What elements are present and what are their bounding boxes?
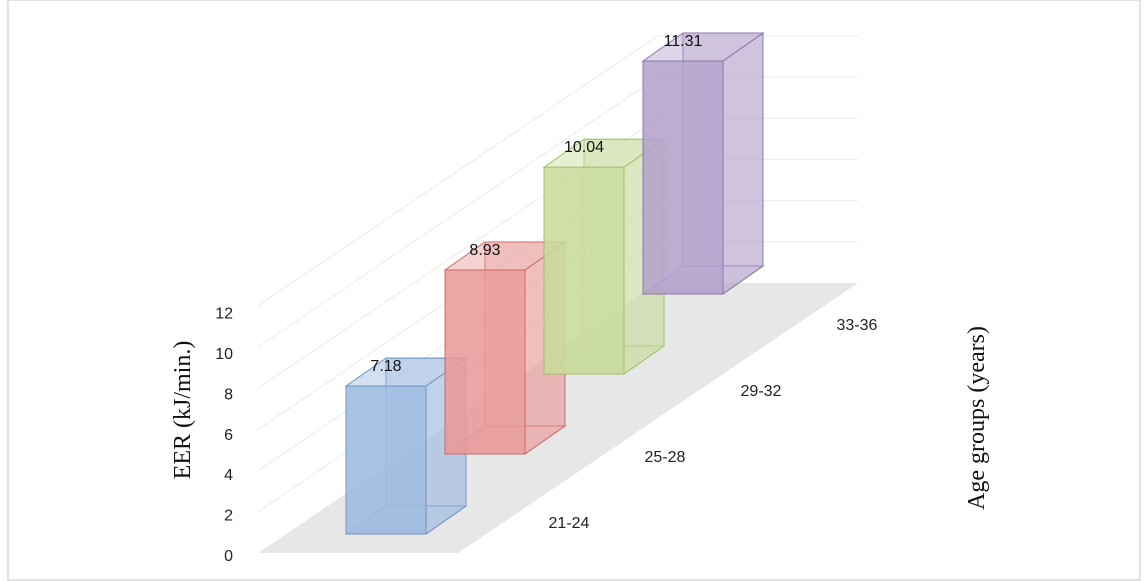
data-label: 11.31 [664,33,703,50]
y-axis-title: EER (kJ/min.) [170,341,196,480]
y-tick-label: 10 [215,346,233,363]
y-tick-label: 12 [215,306,233,323]
category-tick-label: 25-28 [645,449,686,466]
category-tick-label: 21-24 [549,515,590,532]
bar-front-face [444,269,526,455]
data-label: 7.18 [370,358,401,375]
category-label-layer: 21-24 25-28 29-32 33-36 [549,317,878,532]
category-tick-label: 29-32 [741,383,782,400]
bar-front-face [345,385,427,535]
label-layer: 7.18 8.93 10.04 11.31 [370,33,702,375]
gridline [257,76,659,348]
bar [641,32,765,295]
data-label: 10.04 [564,139,604,156]
y-tick-label: 8 [224,386,233,403]
y-tick-label: 4 [224,467,233,484]
bar-layer [344,32,765,535]
depth-axis-title: Age groups (years) [964,326,990,510]
y-tick-label: 6 [224,427,233,444]
y-tick-label: 0 [224,548,233,565]
data-label: 8.93 [469,242,500,259]
y-tick-layer: 0 2 4 6 8 10 12 [215,306,233,565]
bar-front-face [642,60,724,295]
y-tick-label: 2 [224,508,233,525]
category-tick-label: 33-36 [837,317,878,334]
bar-side-face [722,32,764,295]
bar-front-face [543,166,625,375]
gridline [257,117,659,389]
gridline [257,35,659,307]
chart-frame [7,0,1141,581]
